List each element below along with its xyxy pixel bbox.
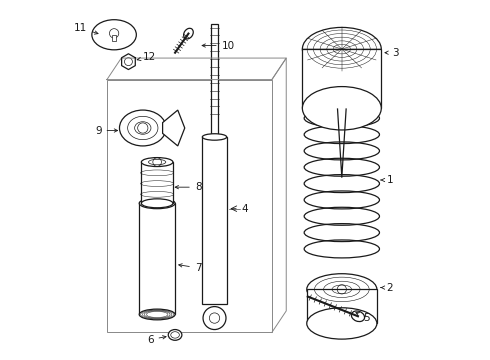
Ellipse shape: [120, 110, 166, 146]
Polygon shape: [122, 54, 135, 69]
Text: 9: 9: [95, 126, 118, 135]
Text: 3: 3: [385, 48, 399, 58]
Text: 7: 7: [179, 263, 201, 273]
Text: 12: 12: [137, 52, 156, 62]
Ellipse shape: [141, 199, 173, 208]
FancyBboxPatch shape: [211, 24, 218, 137]
Text: 5: 5: [356, 312, 370, 323]
Circle shape: [203, 307, 226, 329]
Text: 6: 6: [147, 334, 166, 345]
FancyBboxPatch shape: [202, 137, 227, 304]
Text: 1: 1: [381, 175, 393, 185]
Text: 11: 11: [74, 23, 98, 34]
Ellipse shape: [141, 158, 173, 167]
Ellipse shape: [351, 311, 365, 321]
Ellipse shape: [168, 329, 182, 340]
Ellipse shape: [307, 308, 377, 339]
Text: 8: 8: [175, 182, 201, 192]
Ellipse shape: [139, 198, 175, 209]
FancyBboxPatch shape: [302, 49, 381, 108]
Text: 10: 10: [202, 41, 235, 50]
Ellipse shape: [302, 87, 381, 130]
Text: 4: 4: [242, 204, 248, 214]
FancyBboxPatch shape: [307, 289, 377, 323]
FancyBboxPatch shape: [141, 162, 173, 203]
Text: 2: 2: [381, 283, 393, 293]
Ellipse shape: [184, 28, 193, 39]
Ellipse shape: [302, 27, 381, 71]
FancyBboxPatch shape: [139, 203, 175, 315]
Ellipse shape: [307, 274, 377, 305]
Ellipse shape: [202, 134, 227, 140]
FancyBboxPatch shape: [112, 36, 116, 41]
Polygon shape: [163, 110, 185, 146]
Ellipse shape: [92, 20, 136, 50]
Ellipse shape: [139, 309, 175, 320]
